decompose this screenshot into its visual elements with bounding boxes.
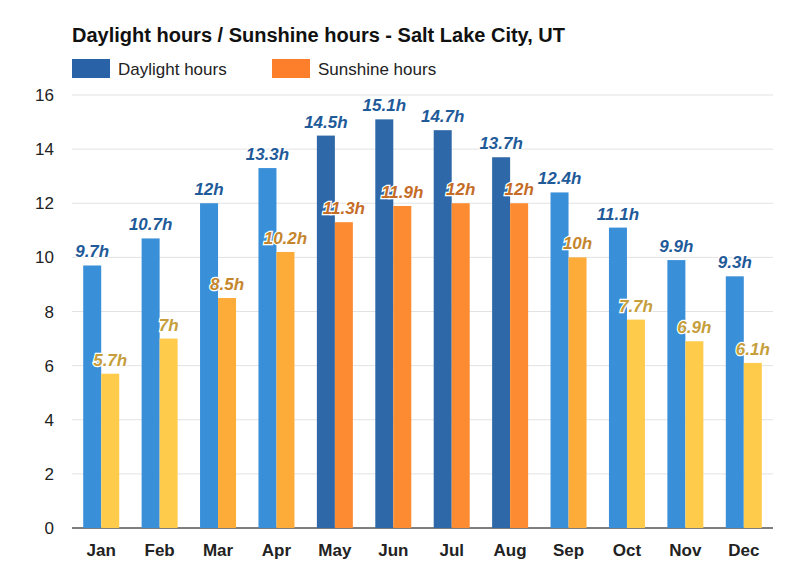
- chart: Daylight hours / Sunshine hours - Salt L…: [0, 0, 805, 580]
- grid-line: [72, 95, 773, 96]
- bar: [317, 136, 335, 528]
- data-label: 11.1h: [597, 205, 639, 224]
- bar: [142, 238, 160, 528]
- data-label: 14.7h: [421, 107, 464, 126]
- bar: [510, 203, 528, 528]
- bar: [492, 157, 510, 528]
- x-tick-label: Dec: [728, 541, 759, 560]
- y-tick-label: 0: [45, 519, 54, 538]
- bar: [726, 276, 744, 528]
- x-tick-label: Jun: [378, 541, 408, 560]
- data-label: 14.5h: [304, 113, 347, 132]
- bars: [83, 119, 762, 528]
- bar: [200, 203, 218, 528]
- data-label: 13.7h: [479, 134, 522, 153]
- data-label: 7.7h: [619, 297, 653, 316]
- data-label: 10h: [563, 234, 592, 253]
- bar: [744, 363, 762, 528]
- bar: [569, 257, 587, 528]
- legend-label: Sunshine hours: [318, 60, 436, 79]
- y-tick-label: 4: [45, 411, 54, 430]
- bar: [667, 260, 685, 528]
- chart-root: Daylight hours / Sunshine hours - Salt L…: [0, 0, 805, 580]
- bar: [160, 339, 178, 528]
- data-label: 6.1h: [736, 340, 770, 359]
- data-label: 7h: [159, 316, 179, 335]
- x-tick-label: Jul: [439, 541, 464, 560]
- grid-line: [72, 203, 773, 204]
- title: Daylight hours / Sunshine hours - Salt L…: [72, 24, 565, 46]
- bar: [101, 374, 119, 528]
- bar: [685, 341, 703, 528]
- bar: [83, 265, 101, 528]
- x-tick-label: Mar: [203, 541, 234, 560]
- bar: [627, 320, 645, 528]
- data-label: 11.9h: [381, 183, 423, 202]
- bar: [276, 252, 294, 528]
- data-label: 6.9h: [677, 318, 711, 337]
- x-tick-label: Sep: [553, 541, 584, 560]
- bar: [335, 222, 353, 528]
- bar: [609, 228, 627, 528]
- data-label: 10.7h: [129, 215, 172, 234]
- data-label: 12h: [446, 180, 475, 199]
- data-label: 9.9h: [659, 237, 693, 256]
- bar: [393, 206, 411, 528]
- grid-line: [72, 257, 773, 258]
- data-label: 10.2h: [264, 229, 307, 248]
- x-tick-label: May: [318, 541, 352, 560]
- bar: [258, 168, 276, 528]
- bar: [218, 298, 236, 528]
- data-labels: 9.7h 10.7h 12h 13.3h 14.5h 15.1h 14.7h 13.7h 12.…: [75, 96, 770, 369]
- x-tick-label: Feb: [145, 541, 175, 560]
- data-label: 9.7h: [75, 242, 109, 261]
- legend-swatch: [72, 59, 110, 78]
- bar: [375, 119, 393, 528]
- x-tick-label: Aug: [494, 541, 527, 560]
- legend-label: Daylight hours: [118, 60, 227, 79]
- y-tick-label: 14: [35, 140, 54, 159]
- x-tick-label: Nov: [669, 541, 702, 560]
- y-tick-label: 8: [45, 303, 54, 322]
- y-tick-label: 2: [45, 465, 54, 484]
- data-label: 11.3h: [323, 199, 365, 218]
- data-label: 8.5h: [210, 275, 244, 294]
- x-tick-label: Jan: [87, 541, 116, 560]
- data-label: 9.3h: [718, 253, 752, 272]
- data-label: 15.1h: [363, 96, 406, 115]
- y-tick-label: 6: [45, 357, 54, 376]
- data-label: 12h: [504, 180, 533, 199]
- data-label: 5.7h: [93, 351, 127, 370]
- data-label: 12.4h: [538, 169, 581, 188]
- y-tick-label: 12: [35, 194, 54, 213]
- y-tick-label: 16: [35, 86, 54, 105]
- data-label: 12h: [194, 180, 223, 199]
- grid-line: [72, 149, 773, 150]
- x-tick-label: Oct: [613, 541, 642, 560]
- legend-swatch: [272, 59, 310, 78]
- data-label: 13.3h: [246, 145, 289, 164]
- x-tick-label: Apr: [262, 541, 292, 560]
- y-tick-label: 10: [35, 248, 54, 267]
- bar: [452, 203, 470, 528]
